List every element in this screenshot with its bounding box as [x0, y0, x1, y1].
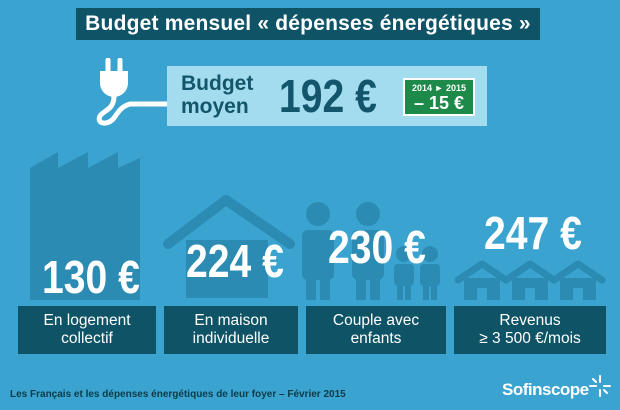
budget-value: 192 €: [279, 70, 377, 122]
footnote: Les Français et les dépenses énergétique…: [10, 389, 346, 400]
value-collective-housing: 130 €: [42, 251, 140, 303]
category-couple-children: Couple avec enfants: [306, 306, 446, 354]
house-icon: [163, 195, 295, 298]
category-high-income: Revenus ≥ 3 500 €/mois: [454, 306, 606, 354]
apartment-building-icon: [30, 152, 140, 300]
brand-logo: Sofinscope: [502, 380, 589, 399]
value-high-income: 247 €: [484, 207, 582, 259]
category-collective-housing: En logement collectif: [18, 306, 156, 354]
page-title: Budget mensuel « dépenses énergétiques »: [76, 8, 540, 40]
average-budget-panel: Budget moyen 192 € 2014 ► 2015 – 15 €: [167, 66, 487, 126]
budget-label: Budget moyen: [181, 72, 254, 118]
change-years: 2014 ► 2015: [412, 83, 466, 93]
value-individual-house: 224 €: [186, 235, 284, 287]
change-badge: 2014 ► 2015 – 15 €: [403, 78, 475, 116]
family-icon: [302, 202, 440, 300]
sparkle-icon: [589, 375, 611, 397]
row-houses-icon: [454, 260, 606, 300]
change-value: – 15 €: [413, 93, 465, 113]
plug-icon: [96, 58, 170, 126]
category-individual-house: En maison individuelle: [164, 306, 298, 354]
value-couple-children: 230 €: [328, 221, 426, 273]
